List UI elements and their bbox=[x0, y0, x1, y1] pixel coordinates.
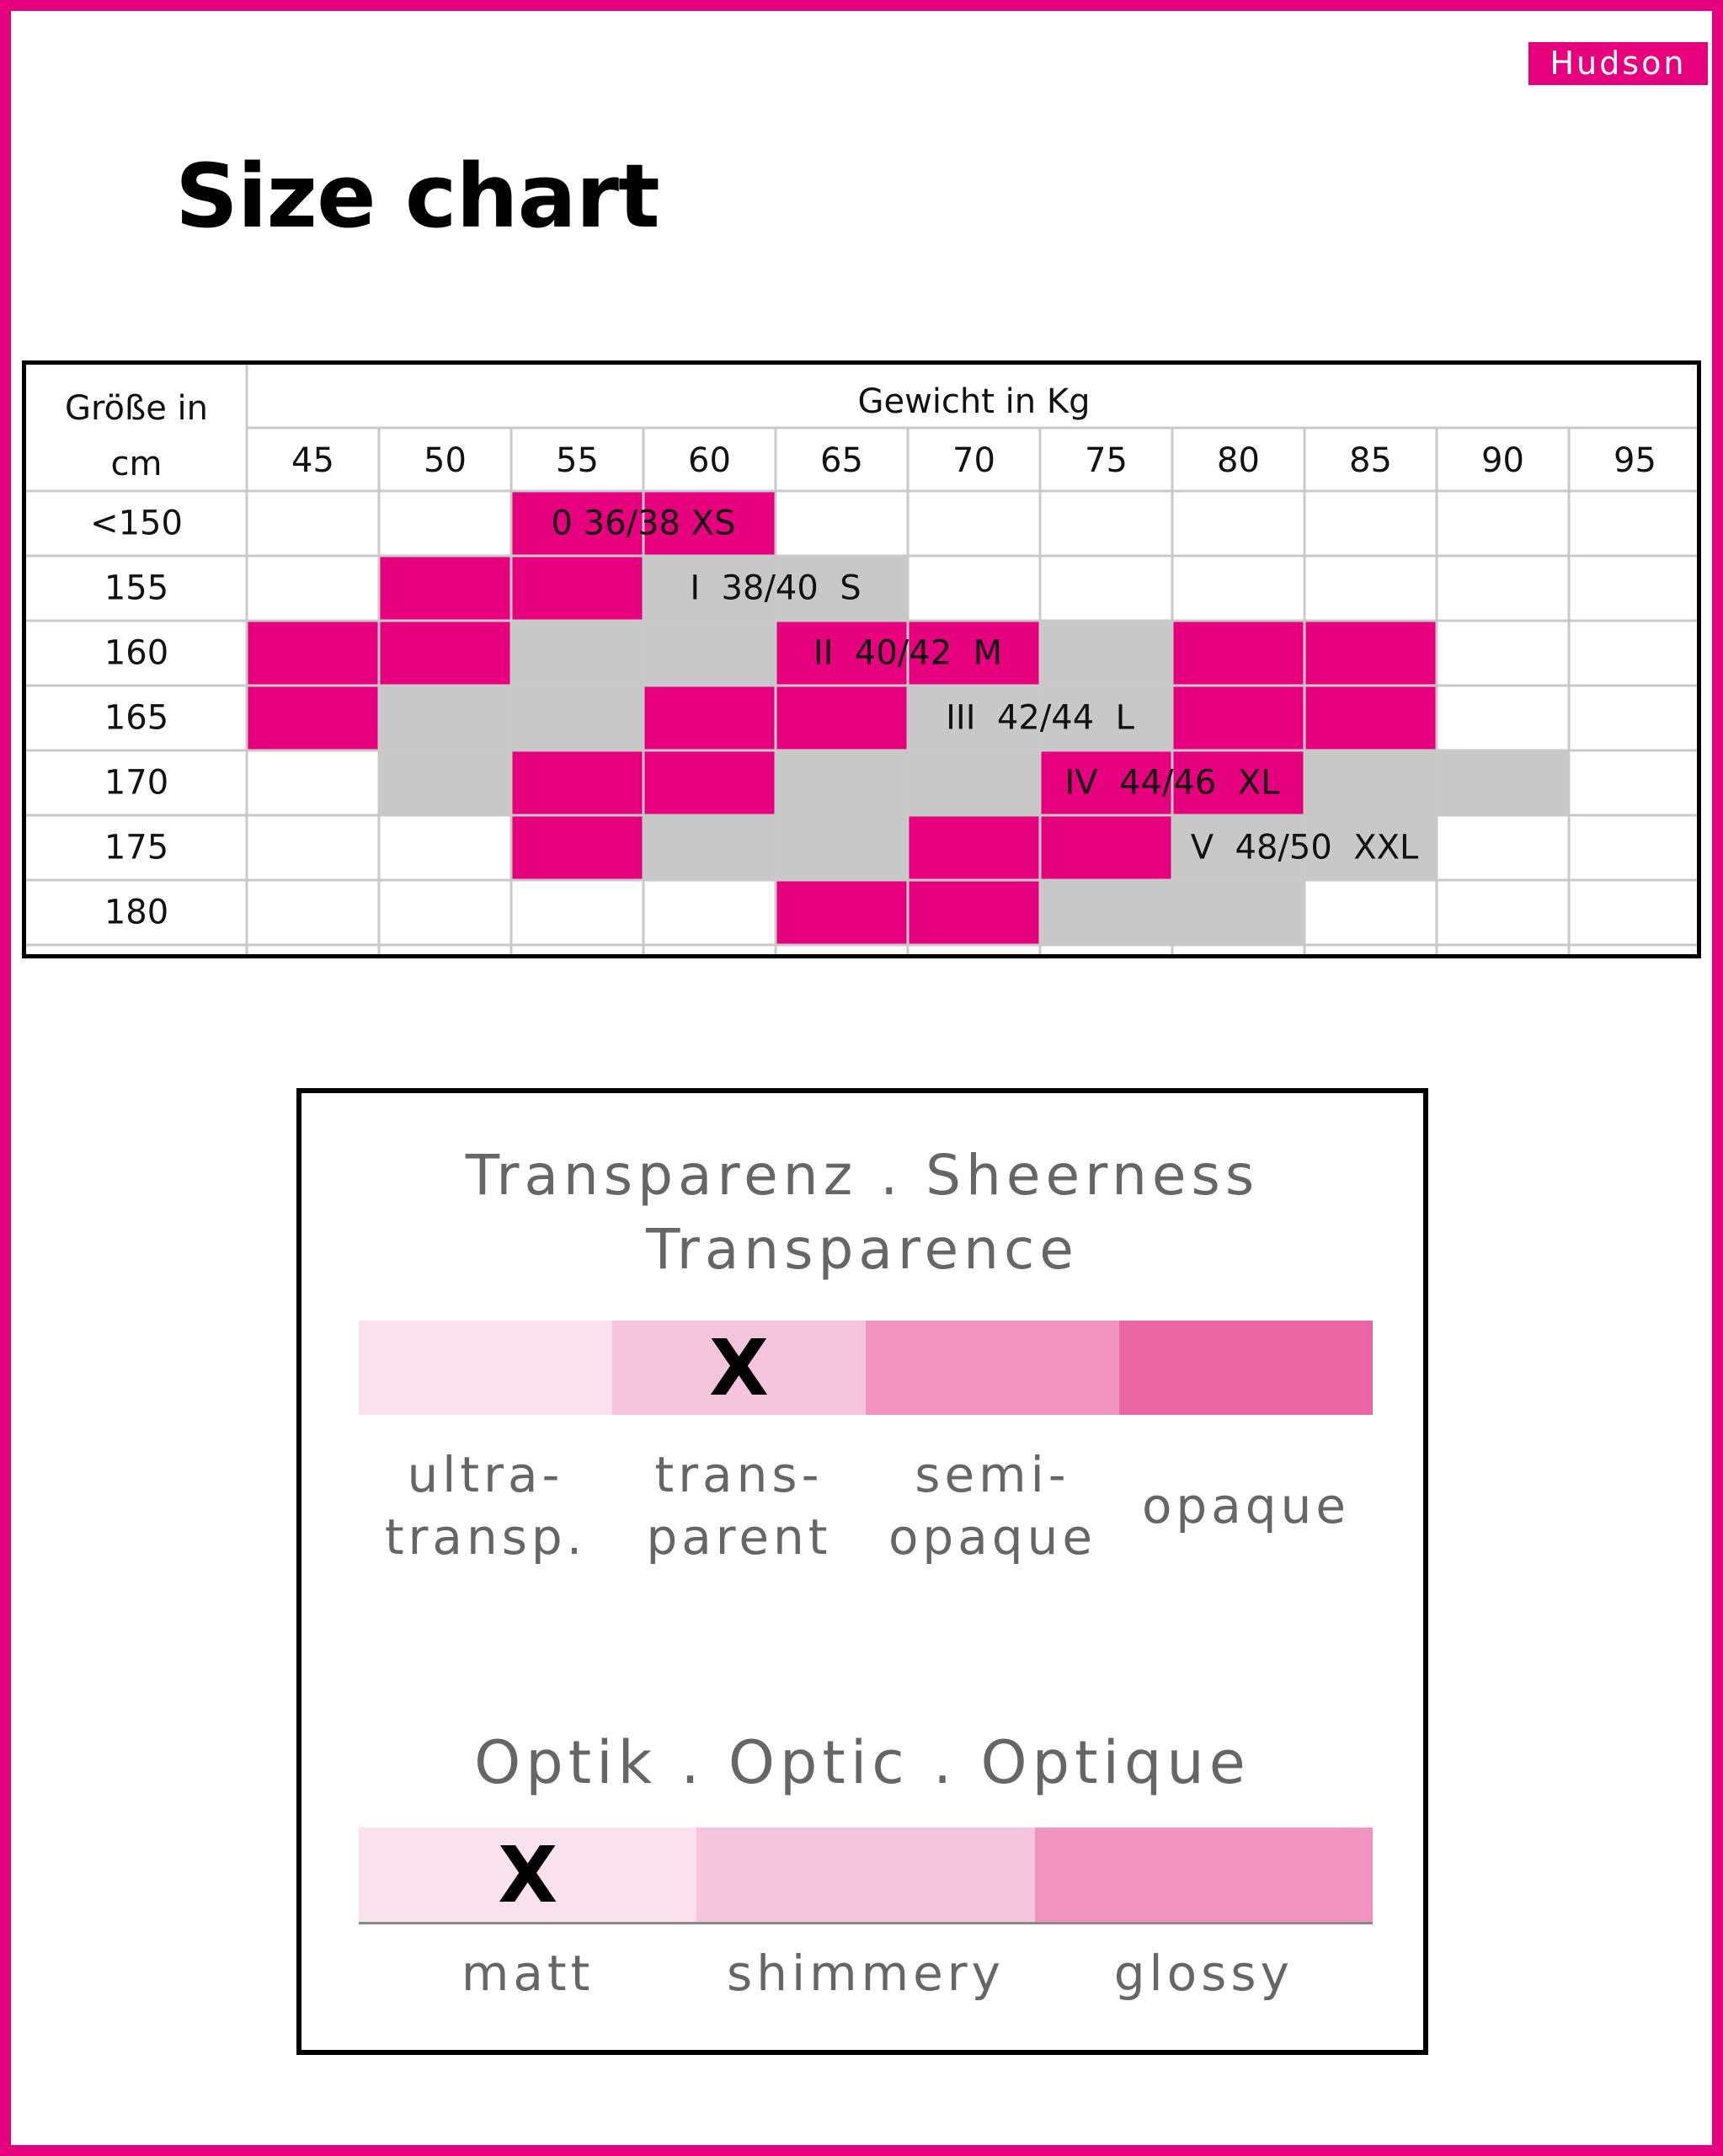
weight-label-60: 60 bbox=[688, 441, 731, 480]
corner-label-line2: cm bbox=[111, 445, 163, 483]
corner-label-line1: Größe in bbox=[65, 389, 208, 428]
sheerness-segment-0 bbox=[359, 1321, 612, 1415]
sheerness-label-2-line1: semi- bbox=[915, 1446, 1070, 1503]
height-label-6: 180 bbox=[104, 894, 168, 932]
size-band-label-11: III 42/44 L bbox=[946, 699, 1135, 738]
optic-label-1: shimmery bbox=[727, 1945, 1005, 2002]
weight-label-45: 45 bbox=[291, 441, 334, 480]
weight-label-75: 75 bbox=[1085, 441, 1128, 480]
sheerness-label-0-line2: transp. bbox=[384, 1508, 587, 1566]
weight-label-65: 65 bbox=[820, 441, 863, 480]
weight-label-90: 90 bbox=[1481, 441, 1524, 480]
size-band-label-21: V 48/50 XXL bbox=[1191, 829, 1419, 867]
sheerness-label-1-line2: parent bbox=[646, 1508, 832, 1566]
size-band-label-5: II 40/42 M bbox=[813, 634, 1002, 673]
sheerness-scale: X bbox=[359, 1321, 1373, 1415]
optic-label-0: matt bbox=[461, 1945, 595, 2002]
optic-selected-mark: X bbox=[498, 1829, 558, 1920]
size-table-grid: Größe in cm Gewicht in Kg 45 50 55 60 65 70 75 80 8… bbox=[26, 365, 1697, 954]
sheerness-label-1-line1: trans- bbox=[654, 1446, 824, 1503]
sheerness-label-2-line2: opaque bbox=[888, 1508, 1097, 1566]
height-label-5: 175 bbox=[104, 829, 168, 867]
sheerness-label-0: ultra-transp. bbox=[359, 1438, 612, 1573]
optic-segment-1 bbox=[696, 1828, 1035, 1922]
sheerness-label-3-line1: opaque bbox=[1141, 1477, 1351, 1534]
sheerness-segment-3 bbox=[1119, 1321, 1373, 1415]
height-label-3: 165 bbox=[104, 699, 168, 738]
weight-label-80: 80 bbox=[1217, 441, 1260, 480]
size-table: Größe in cm Gewicht in Kg 45 50 55 60 65 70 75 80 8… bbox=[22, 360, 1701, 958]
optic-title: Optik . Optic . Optique bbox=[474, 1728, 1251, 1797]
size-band-13 bbox=[379, 750, 511, 815]
size-band-label-0: 0 36/38 XS bbox=[552, 504, 736, 543]
optic-label-2: glossy bbox=[1113, 1945, 1294, 2002]
weight-label-55: 55 bbox=[556, 441, 599, 480]
legend-box: Transparenz . Sheerness Transparence X u… bbox=[296, 1088, 1428, 2055]
size-band-6 bbox=[1040, 621, 1172, 686]
height-label-0: <150 bbox=[90, 504, 183, 543]
size-band-8 bbox=[247, 686, 379, 750]
height-label-1: 155 bbox=[104, 569, 168, 608]
sheerness-label-2: semi-opaque bbox=[866, 1438, 1119, 1573]
weight-header: Gewicht in Kg bbox=[858, 382, 1091, 421]
sheerness-segment-1: X bbox=[612, 1321, 866, 1415]
sheerness-title-line2: Transparence bbox=[646, 1217, 1079, 1282]
optic-scale: X bbox=[359, 1828, 1373, 1924]
sheerness-title-line1: Transparenz . Sheerness bbox=[465, 1143, 1260, 1208]
brand-logo: Hudson bbox=[1528, 42, 1708, 85]
sheerness-label-3: opaque bbox=[1119, 1438, 1373, 1573]
weight-label-95: 95 bbox=[1614, 441, 1656, 480]
size-band-18 bbox=[511, 815, 643, 880]
size-band-label-2: I 38/40 S bbox=[690, 569, 861, 608]
weight-label-50: 50 bbox=[424, 441, 467, 480]
size-band-label-16: IV 44/46 XL bbox=[1065, 764, 1281, 803]
sheerness-selected-mark: X bbox=[709, 1322, 769, 1413]
optic-segment-2 bbox=[1034, 1828, 1373, 1922]
weight-label-70: 70 bbox=[952, 441, 995, 480]
page-title: Size chart bbox=[175, 145, 660, 248]
sheerness-label-0-line1: ultra- bbox=[407, 1446, 564, 1503]
height-label-4: 170 bbox=[104, 764, 168, 803]
height-label-2: 160 bbox=[104, 634, 168, 673]
sheerness-label-1: trans-parent bbox=[612, 1438, 866, 1573]
weight-label-85: 85 bbox=[1349, 441, 1392, 480]
optic-segment-0: X bbox=[359, 1828, 697, 1922]
sheerness-segment-2 bbox=[866, 1321, 1119, 1415]
